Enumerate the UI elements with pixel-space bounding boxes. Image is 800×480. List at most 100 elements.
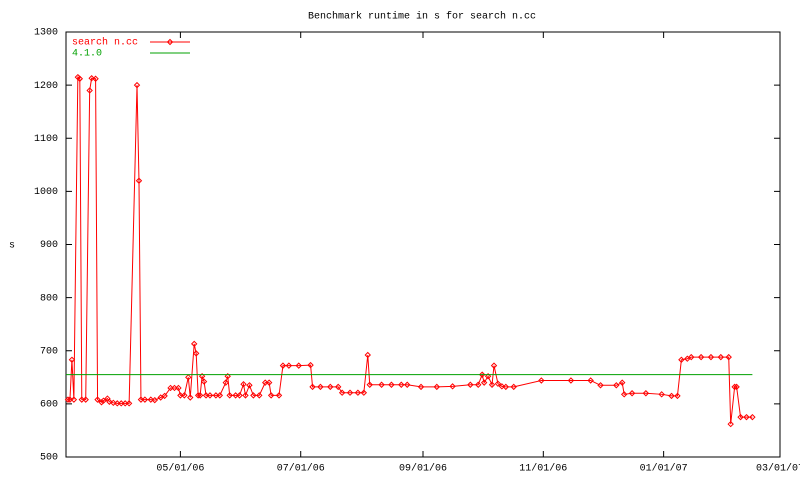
data-point (478, 371, 486, 378)
data-point (198, 373, 206, 380)
data-point (295, 362, 302, 369)
data-point (265, 379, 273, 386)
data-point (388, 381, 395, 388)
data-point (106, 398, 113, 405)
plot-frame (65, 31, 781, 458)
data-point (364, 351, 371, 359)
data-point (92, 75, 99, 82)
data-point (597, 382, 604, 389)
data-point (668, 392, 675, 400)
x-tick-label: 05/01/06 (156, 463, 204, 475)
data-point (467, 381, 474, 388)
data-point (620, 391, 628, 398)
data-point (613, 382, 620, 389)
data-point (317, 383, 324, 391)
data-point (538, 377, 545, 384)
data-point (494, 380, 502, 387)
x-tick-label: 11/01/06 (519, 463, 567, 475)
y-axis-label: s (9, 241, 15, 252)
legend-label: search n.cc (72, 37, 138, 49)
data-point (192, 350, 200, 357)
data-point (267, 392, 275, 399)
data-point (727, 420, 734, 428)
data-point (697, 353, 705, 361)
data-point (743, 413, 750, 421)
data-point (240, 381, 247, 388)
data-point (502, 383, 510, 391)
data-point (398, 381, 405, 388)
data-point (94, 396, 101, 403)
data-point (567, 377, 575, 384)
data-point (135, 177, 143, 184)
data-point (366, 381, 373, 388)
data-point (68, 356, 76, 363)
y-tick-label: 1100 (34, 134, 58, 145)
data-point (236, 392, 243, 399)
y-tick-label: 900 (40, 240, 58, 251)
data-point (190, 340, 198, 348)
data-point (338, 389, 346, 396)
data-point (222, 379, 229, 386)
data-point (433, 383, 441, 391)
data-point (200, 378, 208, 385)
data-point (498, 383, 506, 390)
data-point (678, 356, 685, 363)
data-point (480, 379, 488, 386)
data-point (628, 390, 636, 397)
data-point (196, 392, 204, 399)
data-point (733, 383, 740, 391)
data-point (674, 392, 681, 400)
data-point (688, 353, 695, 361)
x-tick-label: 09/01/06 (399, 463, 447, 475)
data-point (76, 75, 84, 82)
data-point (510, 383, 517, 391)
data-point (378, 381, 385, 388)
data-point (725, 353, 732, 361)
data-point (334, 383, 342, 391)
data-point (619, 379, 626, 386)
y-tick-label: 1000 (34, 187, 58, 198)
data-point (88, 75, 95, 82)
data-point (658, 391, 665, 398)
data-point (141, 396, 149, 403)
data-point (449, 383, 456, 390)
data-point (100, 397, 107, 404)
y-tick-label: 1300 (34, 28, 58, 39)
y-tick-label: 800 (40, 293, 58, 304)
data-point (82, 396, 89, 403)
data-point (346, 389, 354, 396)
data-point (70, 396, 78, 403)
data-point (187, 394, 194, 401)
data-point (194, 392, 202, 399)
data-point (707, 353, 715, 361)
y-tick-label: 700 (40, 346, 58, 357)
data-point (731, 383, 738, 391)
data-point (484, 373, 492, 380)
data-point (206, 392, 214, 399)
data-point (246, 382, 253, 389)
data-point (490, 362, 498, 369)
legend-marker (166, 38, 174, 46)
x-tick-label: 07/01/06 (277, 463, 325, 475)
data-point (64, 396, 72, 403)
x-tick-label: 01/01/07 (640, 463, 688, 475)
data-point (86, 87, 93, 94)
data-point (161, 392, 168, 400)
y-tick-label: 600 (40, 400, 58, 411)
series-line (67, 76, 753, 425)
data-point (242, 392, 249, 399)
data-point (147, 396, 155, 403)
chart-title: Benchmark runtime in s for search n.cc (308, 11, 536, 23)
data-point (354, 389, 362, 396)
data-point (98, 399, 105, 406)
data-point (285, 362, 293, 369)
data-point (250, 392, 257, 399)
data-point (587, 377, 594, 384)
data-point (185, 374, 192, 381)
data-point (749, 413, 756, 421)
data-point (151, 396, 158, 404)
data-point (417, 383, 425, 391)
y-tick-label: 1200 (34, 81, 58, 92)
data-point (133, 81, 141, 89)
data-point (224, 373, 231, 380)
